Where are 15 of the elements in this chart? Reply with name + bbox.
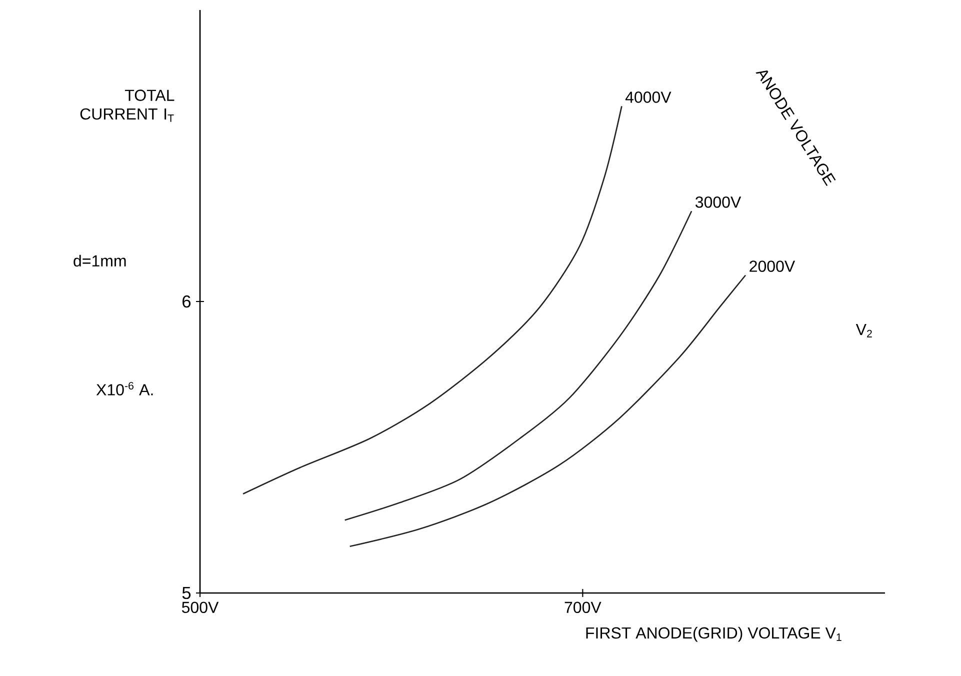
text: X10$^{-6}$ A. xyxy=(96,382,153,396)
x-tick-label: 500V xyxy=(182,602,219,614)
series-label: 3000V xyxy=(696,196,742,208)
line-series xyxy=(344,210,692,521)
x-tick-label: 700V xyxy=(564,602,602,614)
annotation: V$_{2}$ xyxy=(856,324,872,338)
y-tick-label: 6 xyxy=(182,295,191,308)
y-axis-title: TOTAL CURRENT I$_{T}$ xyxy=(80,90,174,122)
series-label: 4000V xyxy=(625,92,672,103)
series-label: 2000V xyxy=(750,260,796,272)
x-axis-title: FIRST ANODE(GRID) VOLTAGE V$_{1}$ xyxy=(586,626,842,642)
text: d=1mm xyxy=(74,254,126,267)
y-tick-label: 5 xyxy=(182,586,191,600)
line-series xyxy=(242,106,622,495)
line-series xyxy=(349,274,746,548)
